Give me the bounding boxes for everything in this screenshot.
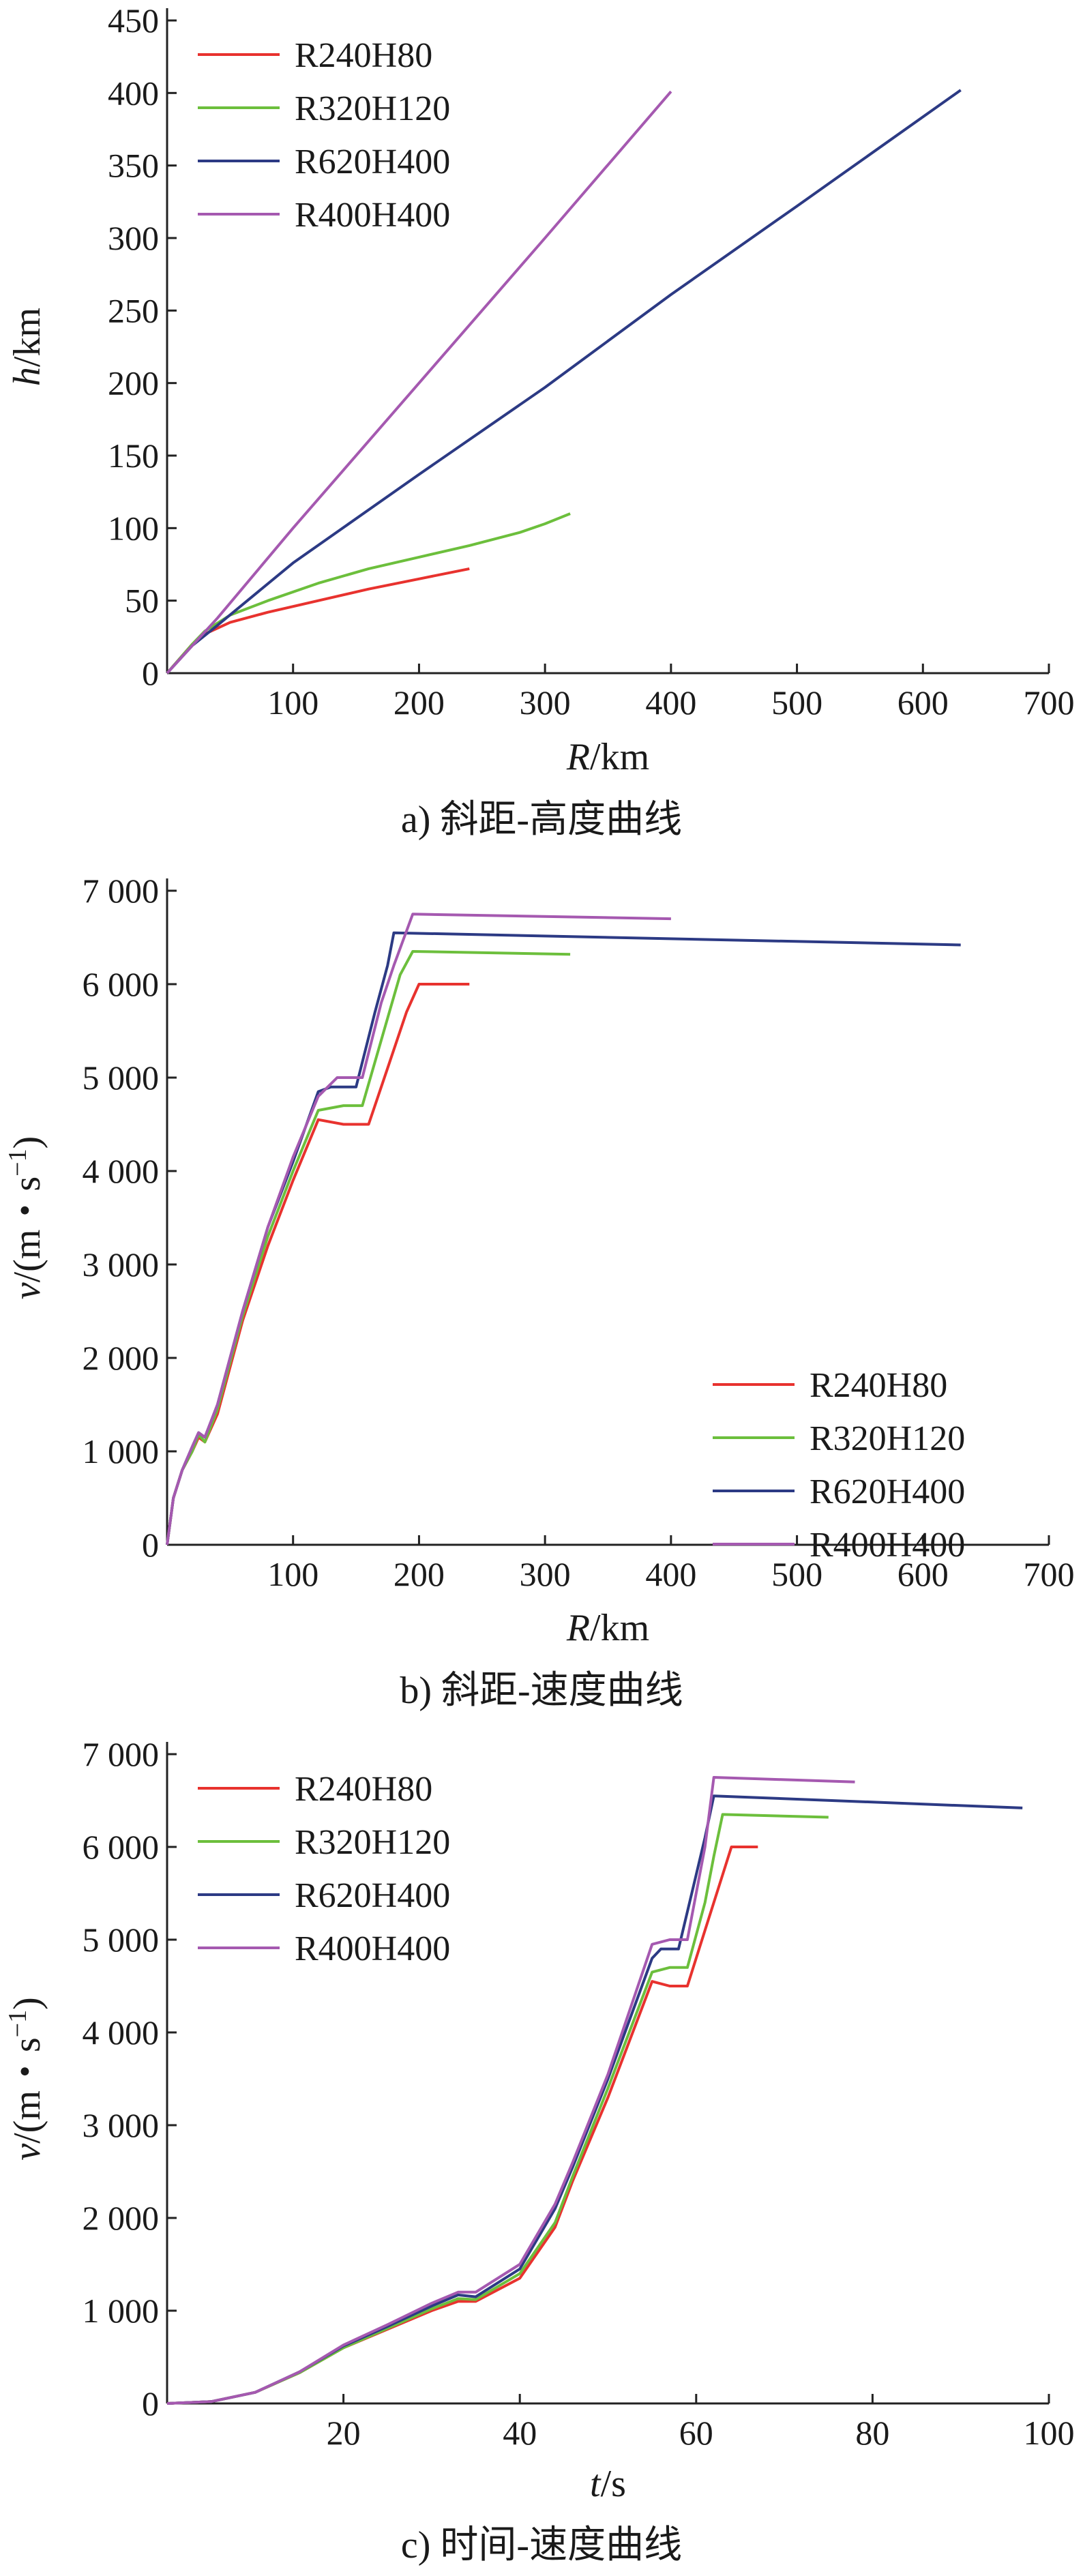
series-line-r400h400 xyxy=(166,913,671,1545)
y-tick-label: 3 000 xyxy=(83,2106,160,2144)
y-tick-label: 300 xyxy=(108,219,159,257)
legend-entry: R620H400 xyxy=(295,1876,450,1915)
y-tick-label: 350 xyxy=(108,147,159,185)
y-axis-label: v/(m・s−1) xyxy=(3,1136,48,1300)
y-tick-label: 400 xyxy=(108,74,159,112)
x-axis-label: R/km xyxy=(566,1607,649,1649)
x-tick-label: 700 xyxy=(1024,683,1075,722)
x-axis-label: t/s xyxy=(590,2463,626,2505)
x-tick-label: 100 xyxy=(267,683,318,722)
x-tick-label: 600 xyxy=(897,683,949,722)
x-tick-label: 400 xyxy=(645,683,696,722)
x-tick-label: 700 xyxy=(1024,1555,1075,1593)
y-tick-label: 0 xyxy=(142,2384,159,2423)
panel-caption: b) 斜距-速度曲线 xyxy=(400,1670,683,1712)
x-tick-label: 20 xyxy=(327,2414,361,2452)
series-line-r320h120 xyxy=(166,1813,829,2405)
panel-a-slant-range-height: 0 50 100 150 200 250 300 350 400 450 100 200 300 400 5… xyxy=(6,1,1075,841)
x-tick-label: 200 xyxy=(394,683,445,722)
y-tick-label: 1 000 xyxy=(83,2292,160,2330)
legend-entry: R240H80 xyxy=(295,1770,432,1809)
series-line-r400h400 xyxy=(166,1776,855,2405)
series-line-r400h400 xyxy=(166,90,672,675)
y-tick-label: 200 xyxy=(108,364,159,402)
x-tick-label: 600 xyxy=(897,1555,949,1593)
x-tick-label: 80 xyxy=(855,2414,889,2452)
legend-entry: R400H400 xyxy=(295,1929,450,1968)
x-tick-label: 100 xyxy=(1024,2414,1075,2452)
series-line-r620h400 xyxy=(166,89,962,675)
panel-b-slant-range-velocity: 0 1 000 2 000 3 000 4 000 5 000 6 000 7 000 100 2… xyxy=(3,872,1075,1712)
y-tick-label: 0 xyxy=(142,1526,159,1564)
x-tick-label: 40 xyxy=(503,2414,537,2452)
x-tick-label: 60 xyxy=(679,2414,713,2452)
legend-entry: R240H80 xyxy=(810,1366,947,1405)
x-tick-label: 300 xyxy=(520,1555,571,1593)
legend-entry: R320H120 xyxy=(295,89,450,128)
y-tick-label: 250 xyxy=(108,291,159,329)
x-tick-label: 400 xyxy=(645,1555,696,1593)
y-tick-label: 100 xyxy=(108,509,159,547)
x-axis-label: R/km xyxy=(566,736,649,778)
x-tick-label: 300 xyxy=(520,683,571,722)
panel-c-time-velocity: 0 1 000 2 000 3 000 4 000 5 000 6 000 7 000 20 40… xyxy=(3,1735,1075,2566)
y-tick-label: 5 000 xyxy=(83,1921,160,1959)
y-tick-label: 2 000 xyxy=(83,1339,160,1377)
legend-entry: R320H120 xyxy=(295,1823,450,1862)
legend-entry: R240H80 xyxy=(295,36,432,75)
y-tick-label: 4 000 xyxy=(83,1152,160,1190)
y-tick-label: 150 xyxy=(108,436,159,475)
series-line-r240h80 xyxy=(166,1846,758,2405)
y-tick-label: 4 000 xyxy=(83,2013,160,2052)
y-tick-label: 6 000 xyxy=(83,965,160,1003)
x-tick-label: 100 xyxy=(267,1555,318,1593)
y-tick-label: 3 000 xyxy=(83,1245,160,1284)
series-line-r320h120 xyxy=(166,512,571,675)
y-tick-label: 450 xyxy=(108,1,159,40)
legend-entry: R320H120 xyxy=(810,1419,965,1458)
x-tick-label: 200 xyxy=(394,1555,445,1593)
y-axis-label: v/(m・s−1) xyxy=(3,1997,48,2161)
y-tick-label: 6 000 xyxy=(83,1828,160,1866)
y-tick-label: 5 000 xyxy=(83,1058,160,1097)
y-tick-label: 1 000 xyxy=(83,1432,160,1470)
legend-entry: R400H400 xyxy=(295,196,450,235)
legend-entry: R400H400 xyxy=(810,1526,965,1565)
y-tick-label: 7 000 xyxy=(83,1735,160,1773)
y-tick-label: 0 xyxy=(142,654,159,692)
panel-caption: a) 斜距-高度曲线 xyxy=(401,799,682,841)
x-tick-label: 500 xyxy=(771,1555,822,1593)
x-tick-label: 500 xyxy=(771,683,822,722)
series-line-r240h80 xyxy=(166,983,470,1545)
legend-entry: R620H400 xyxy=(810,1472,965,1511)
panel-caption: c) 时间-速度曲线 xyxy=(401,2524,682,2566)
y-tick-label: 50 xyxy=(125,582,159,620)
y-tick-label: 7 000 xyxy=(83,872,160,910)
legend-entry: R620H400 xyxy=(295,143,450,181)
y-tick-label: 2 000 xyxy=(83,2199,160,2237)
y-axis-label: h/km xyxy=(6,308,48,386)
